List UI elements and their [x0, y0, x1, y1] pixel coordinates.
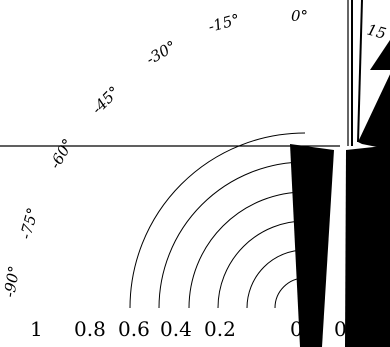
- radial-grid-arc: [217, 220, 306, 309]
- radial-tick-label: 0: [290, 317, 303, 341]
- radial-grid-arc: [129, 132, 306, 309]
- angular-tick-label: -45°: [88, 83, 123, 118]
- bar-edge-line: [357, 0, 363, 143]
- radial-tick-label: 0.8: [74, 317, 106, 341]
- polar-bar: [370, 40, 390, 70]
- angular-tick-label: -75°: [16, 206, 42, 241]
- radial-grid-arc: [158, 161, 306, 309]
- radial-tick-label: 0: [334, 317, 347, 341]
- angular-tick-label: -90°: [0, 264, 23, 298]
- radial-grid-arc: [188, 191, 306, 309]
- bars-group: [290, 0, 390, 347]
- radial-tick-label: 0.4: [160, 317, 192, 341]
- polar-bar: [345, 145, 390, 347]
- polar-bar: [358, 74, 390, 150]
- angular-tick-label: 0°: [291, 7, 308, 25]
- radial-tick-label: 0.6: [118, 317, 150, 341]
- polar-bar: [290, 144, 334, 347]
- radial-tick-label: 0.2: [204, 317, 236, 341]
- radial-tick-labels: 1 0.8 0.6 0.4 0.2 0 0: [30, 317, 347, 341]
- angular-tick-label: -15°: [206, 10, 241, 36]
- radial-tick-label: 1: [30, 317, 43, 341]
- radial-grid-arc: [246, 249, 306, 309]
- angular-tick-label: -60°: [46, 136, 77, 172]
- angular-tick-label: 15: [365, 20, 388, 42]
- radial-grid: [129, 132, 306, 309]
- angular-tick-label: -30°: [143, 37, 179, 68]
